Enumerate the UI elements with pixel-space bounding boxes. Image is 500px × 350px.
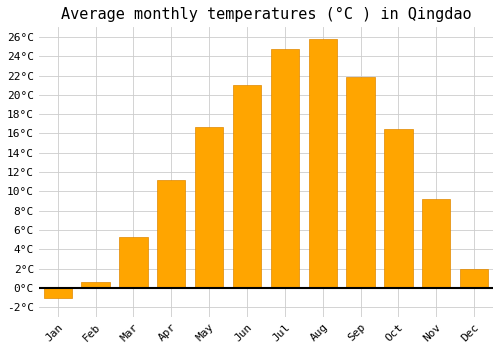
Bar [82,282,110,288]
Bar [44,288,72,298]
Bar [157,180,186,288]
Bar [422,199,450,288]
Bar [233,85,261,288]
Bar [384,128,412,288]
Bar [346,77,375,288]
Bar [119,237,148,288]
Bar [270,49,299,288]
Title: Average monthly temperatures (°C ) in Qingdao: Average monthly temperatures (°C ) in Qi… [60,7,471,22]
Bar [460,268,488,288]
Bar [195,127,224,288]
Bar [308,39,337,288]
